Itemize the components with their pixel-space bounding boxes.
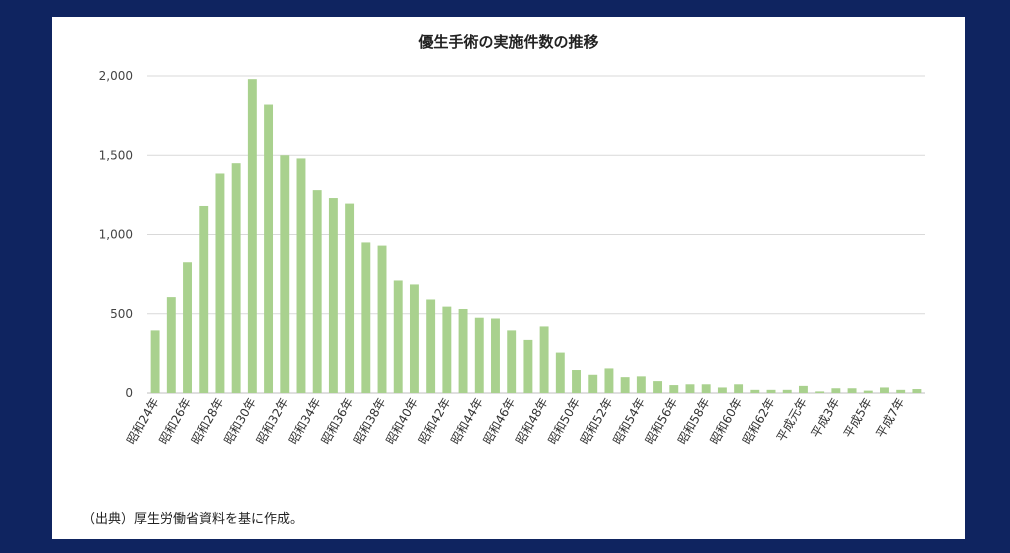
bar xyxy=(393,280,403,393)
bar xyxy=(685,384,695,393)
bar xyxy=(701,384,711,393)
bar xyxy=(912,389,922,393)
bar xyxy=(620,377,630,393)
x-tick-label: 平成7年 xyxy=(873,396,907,441)
bar xyxy=(426,299,436,393)
x-tick-label: 昭和62年 xyxy=(740,396,778,447)
bar xyxy=(523,339,533,393)
bar xyxy=(280,155,290,393)
x-tick-label: 平成元年 xyxy=(774,396,810,445)
y-tick-label: 0 xyxy=(125,386,133,400)
bar xyxy=(636,376,646,393)
bar-chart: 05001,0001,5002,000昭和24年昭和26年昭和28年昭和30年昭… xyxy=(99,69,925,447)
bar xyxy=(572,370,581,393)
bar xyxy=(798,385,808,393)
bar xyxy=(183,262,192,393)
bar xyxy=(880,387,889,393)
bar xyxy=(264,104,274,393)
bar xyxy=(328,198,338,393)
bar xyxy=(669,385,679,393)
bar xyxy=(458,308,468,393)
bar xyxy=(377,245,387,393)
y-tick-label: 500 xyxy=(110,307,133,321)
bar xyxy=(588,374,598,393)
bar xyxy=(717,387,727,393)
bar xyxy=(734,384,744,393)
y-tick-label: 1,500 xyxy=(99,148,133,162)
bar xyxy=(296,158,306,393)
source-note: （出典）厚生労働省資料を基に作成。 xyxy=(82,512,304,527)
bar xyxy=(231,163,241,393)
bar xyxy=(215,173,225,393)
bar xyxy=(247,79,257,394)
bar xyxy=(750,389,760,393)
y-tick-label: 1,000 xyxy=(99,228,133,242)
bar xyxy=(847,388,857,393)
bar xyxy=(442,306,452,393)
bar xyxy=(166,297,176,393)
chart-title: 優生手術の実施件数の推移 xyxy=(418,33,599,51)
bar xyxy=(815,391,825,393)
bar xyxy=(150,330,160,393)
x-tick-label: 平成5年 xyxy=(841,396,875,441)
bar xyxy=(539,326,549,393)
chart-panel: 優生手術の実施件数の推移 0 500 1,000 1,500 2,000 昭和24年 昭和2… xyxy=(52,17,965,539)
bar xyxy=(409,284,419,393)
bar xyxy=(491,318,500,393)
bar xyxy=(782,389,792,393)
bar xyxy=(312,190,322,393)
bar xyxy=(345,203,355,393)
bar xyxy=(555,352,565,393)
bar xyxy=(653,381,663,393)
bar xyxy=(863,390,873,393)
x-tick-label: 平成3年 xyxy=(809,396,843,441)
bar xyxy=(831,388,841,393)
bar xyxy=(896,389,906,393)
bar xyxy=(199,205,209,393)
bar xyxy=(766,389,776,393)
bar xyxy=(604,368,614,393)
bar xyxy=(361,242,371,393)
bar xyxy=(507,330,517,393)
y-tick-label: 2,000 xyxy=(99,69,133,83)
bar xyxy=(474,317,484,393)
